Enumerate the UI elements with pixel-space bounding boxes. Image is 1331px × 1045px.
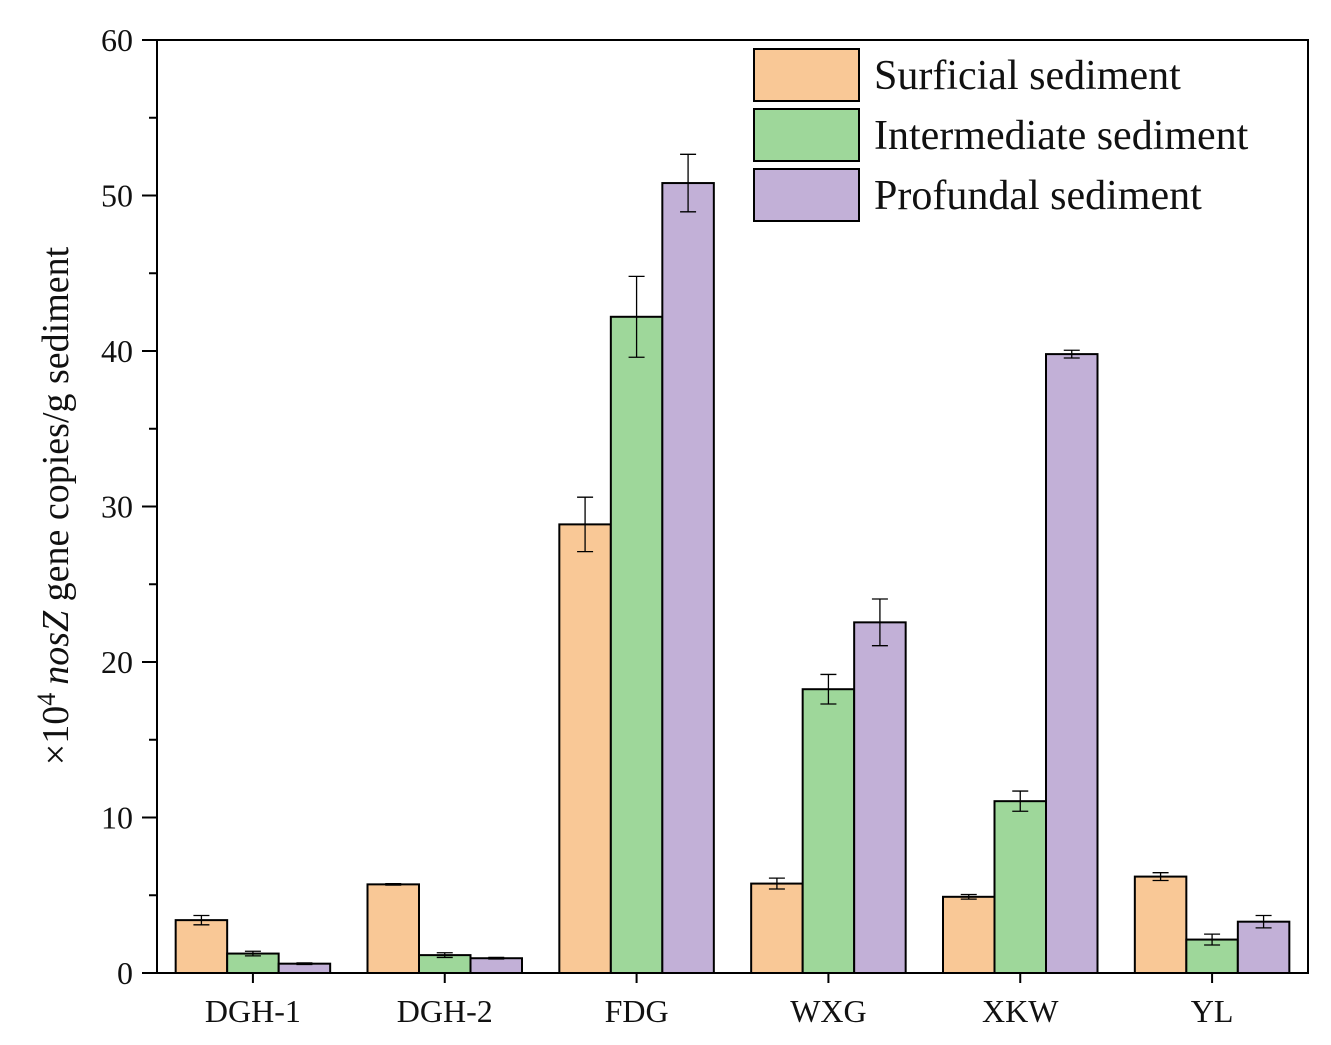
- legend-label: Profundal sediment: [874, 173, 1202, 219]
- x-tick-label: YL: [1191, 993, 1234, 1029]
- legend-label: Intermediate sediment: [874, 113, 1249, 159]
- error-bar-YL-series-1: [1152, 872, 1169, 882]
- error-bar-DGH-1-series-1: [193, 914, 210, 926]
- error-bar-DGH-1-series-2: [244, 950, 261, 957]
- error-bar-XKW-series-1: [960, 893, 977, 900]
- y-tick-label: 40: [101, 333, 133, 369]
- y-axis-label-exponent: 4: [32, 693, 61, 706]
- x-tick-label: DGH-1: [205, 993, 301, 1029]
- x-tick-label: FDG: [605, 993, 669, 1029]
- bar-WXG-series-2: [801, 688, 856, 975]
- error-bar-DGH-2-series-1: [385, 882, 402, 886]
- x-axis: DGH-1 DGH-2 FDG WXG XKW YL: [205, 973, 1233, 1029]
- y-axis-label-suffix: gene copies/g sediment: [35, 246, 77, 611]
- legend-swatch: [753, 168, 860, 222]
- y-tick-label: 10: [101, 800, 133, 836]
- error-bar-DGH-2-series-3: [488, 956, 505, 960]
- y-axis-label-prefix: ×10: [35, 706, 77, 765]
- legend-swatch: [753, 108, 860, 162]
- y-tick-label: 30: [101, 489, 133, 525]
- y-tick-label: 50: [101, 178, 133, 214]
- bar-XKW-series-1: [942, 895, 996, 974]
- error-bar-FDG-series-2: [628, 275, 645, 358]
- bar-YL-series-1: [1133, 875, 1188, 975]
- error-bars-layer: [193, 153, 1272, 966]
- bar-WXG-series-1: [750, 882, 804, 975]
- y-axis: 0 10 20 30 40 50 60: [101, 22, 157, 991]
- error-bar-YL-series-2: [1204, 933, 1221, 946]
- bar-DGH-2-series-3: [469, 957, 523, 974]
- bar-FDG-series-2: [609, 315, 664, 975]
- error-bar-WXG-series-3: [871, 598, 888, 647]
- error-bar-XKW-series-3: [1063, 349, 1080, 359]
- error-bar-DGH-1-series-3: [296, 962, 313, 966]
- x-tick-label: XKW: [982, 993, 1059, 1029]
- legend-swatch: [753, 48, 860, 102]
- bar-FDG-series-1: [558, 523, 612, 974]
- bar-WXG-series-3: [853, 621, 907, 974]
- error-bar-YL-series-3: [1255, 914, 1272, 929]
- bar-FDG-series-3: [661, 182, 715, 974]
- bars-layer: [174, 182, 1291, 975]
- bar-DGH-1-series-1: [174, 919, 229, 975]
- x-tick-label: WXG: [790, 993, 866, 1029]
- bar-DGH-2-series-1: [366, 883, 420, 974]
- error-bar-DGH-2-series-2: [436, 952, 453, 959]
- x-tick-label: DGH-2: [397, 993, 493, 1029]
- legend: Surficial sediment Intermediate sediment P…: [753, 48, 1249, 222]
- error-bar-FDG-series-3: [680, 153, 697, 213]
- bar-YL-series-3: [1236, 920, 1291, 974]
- y-axis-label-gene: nosZ: [35, 610, 77, 685]
- y-tick-label: 60: [101, 22, 133, 58]
- bar-XKW-series-3: [1045, 353, 1099, 974]
- y-tick-label: 20: [101, 644, 133, 680]
- y-axis-label: ×104 nosZ gene copies/g sediment: [32, 246, 77, 765]
- error-bar-XKW-series-2: [1012, 790, 1029, 812]
- error-bar-WXG-series-2: [820, 673, 837, 705]
- legend-label: Surficial sediment: [874, 53, 1181, 99]
- error-bar-FDG-series-1: [577, 496, 594, 553]
- y-tick-label: 0: [117, 955, 133, 991]
- error-bar-WXG-series-1: [768, 877, 785, 890]
- bar-XKW-series-2: [993, 800, 1047, 974]
